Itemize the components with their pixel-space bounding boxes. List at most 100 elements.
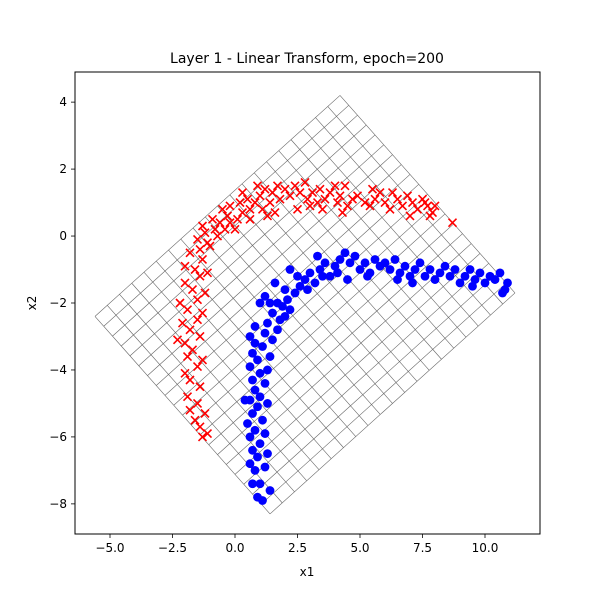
mesh-line bbox=[269, 292, 516, 515]
circle-marker-point bbox=[285, 305, 295, 315]
circle-marker-point bbox=[345, 258, 355, 268]
x-marker-point bbox=[237, 187, 248, 198]
circle-marker-point bbox=[335, 255, 345, 264]
circle-marker-point bbox=[393, 275, 402, 284]
circle-marker-point bbox=[253, 452, 262, 462]
circle-marker-point bbox=[318, 271, 327, 281]
circle-marker-point bbox=[265, 486, 275, 495]
x-marker-point bbox=[275, 194, 285, 204]
circle-marker-point bbox=[313, 251, 322, 261]
x-marker-point bbox=[180, 261, 190, 271]
circle-marker-point bbox=[255, 479, 265, 489]
circle-marker-point bbox=[250, 465, 260, 475]
x-marker-point bbox=[425, 211, 435, 221]
x-marker-point bbox=[212, 231, 223, 241]
x-marker-point bbox=[305, 201, 315, 211]
y-tick-label: −4 bbox=[49, 363, 67, 377]
x-marker-point bbox=[360, 197, 370, 208]
circle-marker-point bbox=[280, 285, 290, 295]
circle-marker-point bbox=[390, 255, 400, 264]
circle-marker-point bbox=[498, 288, 507, 298]
circle-marker-point bbox=[263, 365, 272, 375]
x-marker-point bbox=[230, 224, 240, 234]
circle-marker-point bbox=[258, 342, 267, 351]
x-marker-point bbox=[210, 224, 220, 234]
mesh-line bbox=[182, 193, 428, 416]
x-tick-label: −5.0 bbox=[95, 541, 124, 555]
x-marker-point bbox=[177, 318, 188, 328]
mesh-line bbox=[339, 95, 516, 294]
x-marker-point bbox=[387, 187, 398, 198]
circle-marker-point bbox=[315, 265, 325, 274]
x-tick-label: 0.0 bbox=[225, 541, 244, 555]
circle-marker-point bbox=[363, 271, 372, 281]
x-marker-point bbox=[290, 181, 300, 191]
x-marker-point bbox=[195, 244, 205, 255]
x-marker-point bbox=[185, 375, 195, 385]
circle-marker-point bbox=[260, 462, 270, 472]
x-marker-point bbox=[225, 201, 235, 211]
x-marker-point bbox=[195, 422, 205, 432]
y-tick-label: −2 bbox=[49, 296, 67, 310]
x-marker-point bbox=[285, 191, 295, 201]
circle-marker-point bbox=[310, 278, 320, 288]
circle-marker-point bbox=[255, 298, 265, 308]
x-marker-point bbox=[447, 218, 458, 228]
x-marker-point bbox=[397, 201, 408, 211]
x-marker-point bbox=[295, 187, 305, 198]
circle-marker-point bbox=[240, 395, 250, 405]
x-marker-point bbox=[300, 177, 310, 188]
circle-marker-point bbox=[260, 429, 270, 438]
circle-marker-point bbox=[330, 261, 340, 271]
x-marker-point bbox=[430, 201, 440, 211]
circle-marker-point bbox=[350, 251, 360, 261]
red-x-series bbox=[172, 177, 458, 442]
x-marker-point bbox=[217, 204, 228, 214]
circle-marker-point bbox=[380, 258, 390, 268]
circle-marker-point bbox=[495, 268, 505, 278]
circle-marker-point bbox=[245, 332, 255, 341]
circle-marker-point bbox=[408, 278, 417, 288]
circle-marker-point bbox=[280, 311, 290, 321]
blue-circle-series bbox=[240, 248, 512, 505]
circle-marker-point bbox=[385, 265, 395, 274]
x-marker-point bbox=[215, 218, 225, 228]
circle-marker-point bbox=[248, 375, 257, 385]
x-marker-point bbox=[255, 191, 265, 201]
circle-marker-point bbox=[253, 355, 262, 365]
circle-marker-point bbox=[278, 301, 287, 311]
mesh-line bbox=[208, 223, 454, 446]
circle-marker-point bbox=[263, 318, 272, 328]
y-tick-label: −6 bbox=[49, 430, 67, 444]
circle-marker-point bbox=[420, 271, 430, 281]
mesh-line bbox=[229, 194, 405, 393]
circle-marker-point bbox=[445, 271, 455, 281]
mesh-line bbox=[234, 253, 481, 475]
circle-marker-point bbox=[480, 278, 490, 288]
x-marker-point bbox=[187, 345, 198, 355]
x-marker-point bbox=[185, 405, 195, 415]
circle-marker-point bbox=[360, 258, 370, 268]
circle-marker-point bbox=[250, 338, 260, 348]
y-axis-label: x2 bbox=[25, 296, 39, 311]
x-marker-point bbox=[237, 208, 248, 218]
plot-frame bbox=[74, 71, 541, 535]
mesh-line bbox=[226, 243, 472, 465]
x-marker-point bbox=[405, 211, 415, 221]
x-marker-point bbox=[280, 184, 290, 194]
x-axis-ticks: −5.0 −2.5 0.0 2.5 5.0 7.5 10.0 bbox=[95, 534, 498, 555]
x-marker-point bbox=[375, 187, 385, 198]
x-marker-point bbox=[187, 285, 198, 295]
x-marker-point bbox=[202, 238, 213, 248]
x-marker-point bbox=[342, 201, 353, 211]
x-marker-point bbox=[200, 288, 210, 298]
x-marker-point bbox=[207, 214, 218, 224]
circle-marker-point bbox=[268, 335, 277, 345]
circle-marker-point bbox=[340, 248, 350, 258]
x-marker-point bbox=[370, 194, 380, 204]
x-marker-point bbox=[175, 298, 185, 308]
x-marker-point bbox=[197, 308, 208, 318]
x-marker-point bbox=[195, 271, 205, 281]
x-marker-point bbox=[192, 234, 203, 244]
